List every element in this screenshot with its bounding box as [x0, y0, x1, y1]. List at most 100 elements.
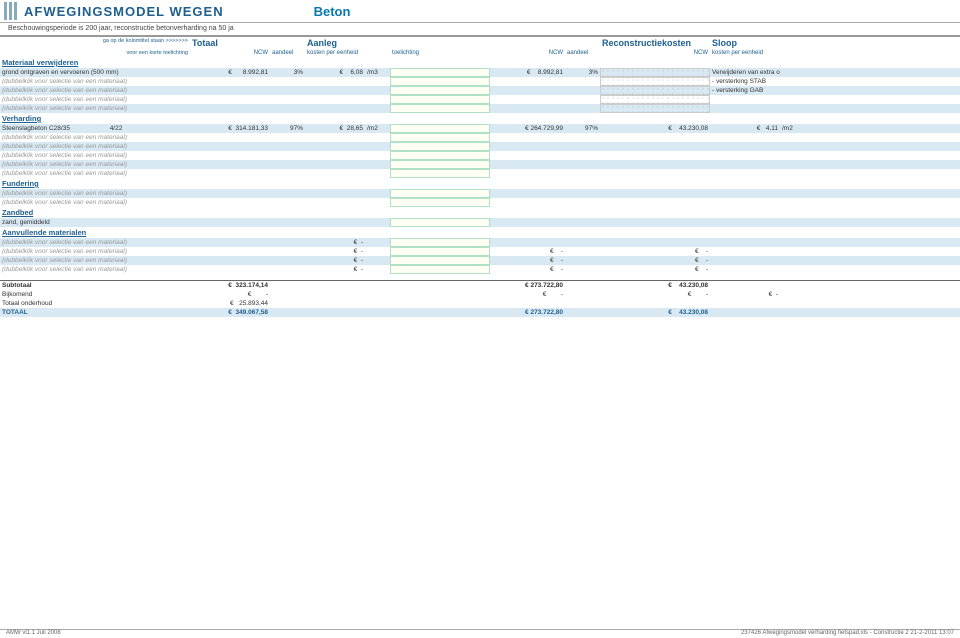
d: - — [706, 266, 708, 273]
input[interactable] — [390, 160, 490, 169]
e: € — [525, 282, 529, 289]
sub-kpe: kosten per eenheid — [305, 49, 365, 57]
ph[interactable]: (dubbelklik voor selectie van een materi… — [0, 169, 190, 178]
ph[interactable]: (dubbelklik voor selectie van een materi… — [0, 256, 190, 265]
table-row: (dubbelklik voor selectie van een materi… — [0, 265, 960, 274]
sub-tot: 323.174,14 — [235, 282, 268, 289]
ph[interactable]: (dubbelklik voor selectie van een materi… — [0, 265, 190, 274]
sloop-note: Verwijderen van extra onderhoudslagen — [710, 68, 780, 77]
table-row: (dubbelklik voor selectie van een materi… — [0, 142, 960, 151]
d: - — [706, 248, 708, 255]
d: - — [361, 248, 363, 255]
dot — [600, 104, 710, 113]
d: - — [361, 239, 363, 246]
verh-ncw: 314.181,33 — [235, 125, 268, 132]
grond-aaan: 3% — [565, 68, 600, 77]
e: € — [527, 69, 531, 76]
e: € — [354, 266, 358, 273]
input[interactable] — [390, 247, 490, 256]
footer-right: 237426 Afwegingsmodel verharding fietspa… — [741, 630, 954, 636]
e: € — [550, 266, 554, 273]
tot-v: 349.067,58 — [235, 309, 268, 316]
e: € — [525, 125, 529, 132]
ph[interactable]: (dubbelklik voor selectie van een materi… — [0, 77, 190, 86]
input[interactable] — [390, 86, 490, 95]
input[interactable] — [390, 189, 490, 198]
d: - — [706, 257, 708, 264]
verh-label: Steenslagbeton C28/35 — [2, 125, 70, 132]
input[interactable] — [390, 77, 490, 86]
input[interactable] — [390, 142, 490, 151]
sub-skpe: kosten per eenheid — [710, 49, 780, 57]
d: - — [706, 291, 708, 298]
e: € — [248, 291, 252, 298]
table-row: (dubbelklik voor selectie van een materi… — [0, 247, 960, 256]
ph[interactable]: (dubbelklik voor selectie van een materi… — [0, 104, 190, 113]
sub-ancw: NCW — [490, 49, 565, 57]
input[interactable] — [390, 104, 490, 113]
tot-a: 273.722,80 — [530, 309, 563, 316]
dot — [600, 95, 710, 104]
e: € — [354, 248, 358, 255]
e: € — [339, 125, 343, 132]
d: - — [266, 291, 268, 298]
input[interactable] — [390, 95, 490, 104]
input[interactable] — [390, 198, 490, 207]
grond-aan: 3% — [270, 68, 305, 77]
table-row: (dubbelklik voor selectie van een materi… — [0, 77, 960, 86]
input[interactable] — [390, 238, 490, 247]
footer: AMW vl1.1 Juli 2008 237426 Afwegingsmode… — [0, 629, 960, 636]
verh-skpe: 4,11 — [766, 125, 778, 132]
section-matverw: Materiaal verwijderen — [0, 57, 190, 68]
e: € — [354, 257, 358, 264]
input[interactable] — [390, 133, 490, 142]
ph[interactable]: (dubbelklik voor selectie van een materi… — [0, 189, 190, 198]
ph[interactable]: (dubbelklik voor selectie van een materi… — [0, 95, 190, 104]
sub-ncw: NCW — [190, 49, 270, 57]
verh-sunit: /m2 — [780, 124, 890, 133]
col-recon: Reconstructiekosten — [600, 37, 710, 49]
e: € — [668, 282, 672, 289]
ph[interactable]: (dubbelklik voor selectie van een materi… — [0, 86, 190, 95]
table-row: (dubbelklik voor selectie van een materi… — [0, 189, 960, 198]
ph[interactable]: (dubbelklik voor selectie van een materi… — [0, 142, 190, 151]
onderhoud-v: 25.893,44 — [239, 300, 268, 307]
col-aanleg: Aanleg — [305, 37, 365, 49]
e: € — [769, 291, 773, 298]
row-onderhoud: Totaal onderhoud € 25.893,44 — [0, 299, 960, 308]
ph[interactable]: (dubbelklik voor selectie van een materi… — [0, 133, 190, 142]
e: € — [695, 266, 699, 273]
ph[interactable]: (dubbelklik voor selectie van een materi… — [0, 238, 190, 247]
dot — [600, 77, 710, 86]
verh-aan: 97% — [270, 124, 305, 133]
input[interactable] — [390, 124, 490, 133]
tot-r: 43.230,08 — [679, 309, 708, 316]
input[interactable] — [390, 169, 490, 178]
e: € — [550, 257, 554, 264]
table-row: (dubbelklik voor selectie van een materi… — [0, 95, 960, 104]
row-totaal: TOTAAL € 349.067,58 € 273.722,80 € 43.23… — [0, 308, 960, 317]
row-grond: grond ontgraven en vervoeren (500 mm) € … — [0, 68, 960, 77]
ph[interactable]: (dubbelklik voor selectie van een materi… — [0, 160, 190, 169]
table-row: (dubbelklik voor selectie van een materi… — [0, 198, 960, 207]
hint1: ga op de kolomtitel staan >>>>>>> — [0, 37, 190, 49]
zand-label: zand, gemiddeld — [0, 218, 190, 227]
section-aanv: Aanvullende materialen — [0, 227, 190, 238]
table-row: (dubbelklik voor selectie van een materi… — [0, 86, 960, 95]
input[interactable] — [390, 256, 490, 265]
row-subtotal: Subtotaal € 323.174,14 € 273.722,80 € 43… — [0, 280, 960, 290]
ph[interactable]: (dubbelklik voor selectie van een materi… — [0, 198, 190, 207]
ph[interactable]: (dubbelklik voor selectie van een materi… — [0, 151, 190, 160]
input[interactable] — [390, 265, 490, 274]
d: - — [561, 291, 563, 298]
grond-toel-input[interactable] — [390, 68, 490, 77]
title-bar: AFWEGINGSMODEL WEGEN Beton — [0, 0, 960, 23]
table-row: (dubbelklik voor selectie van een materi… — [0, 133, 960, 142]
input[interactable] — [390, 151, 490, 160]
input[interactable] — [390, 218, 490, 227]
verh-ancw: 264.729,99 — [530, 125, 563, 132]
onderhoud-label: Totaal onderhoud — [0, 299, 190, 308]
ph[interactable]: (dubbelklik voor selectie van een materi… — [0, 247, 190, 256]
row-bijkomend: Bijkomend € - € - € - € - € - € - € - — [0, 290, 960, 299]
header-row-sub: voor een korte toelichting NCW aandeel k… — [0, 49, 960, 57]
